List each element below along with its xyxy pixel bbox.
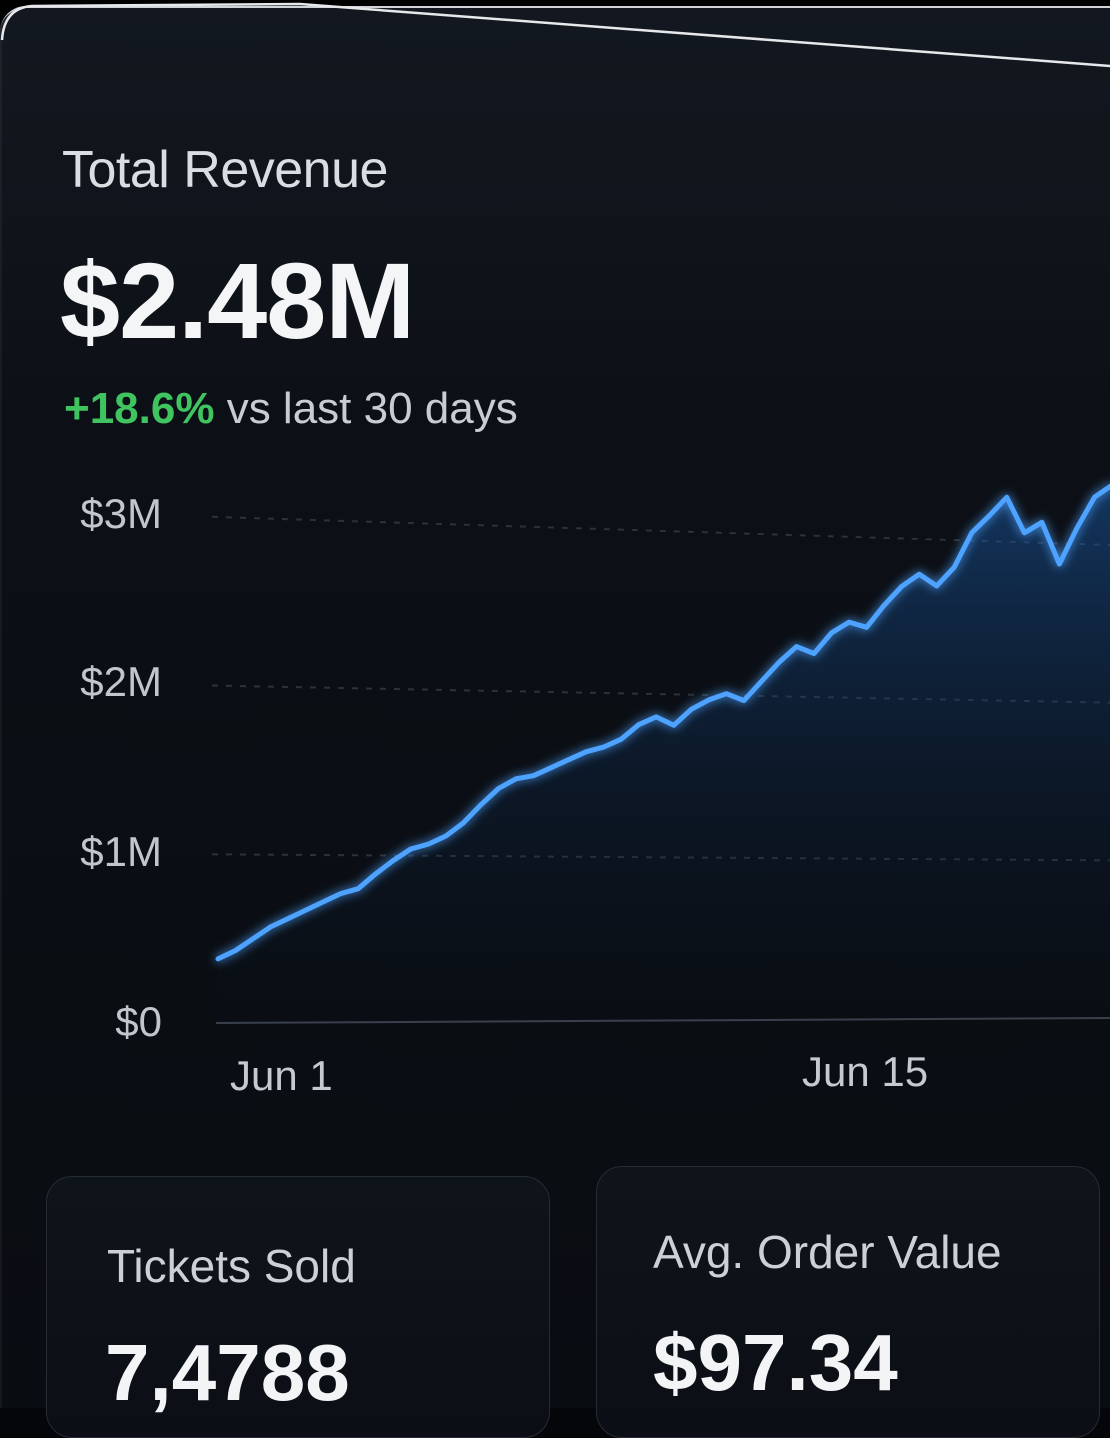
grid-line xyxy=(211,684,1110,704)
stat-label: Avg. Order Value xyxy=(653,1226,1002,1278)
x-tick-label: Jun 15 xyxy=(802,1048,929,1095)
tickets-sold-card[interactable]: Tickets Sold 7,4788 xyxy=(46,1176,550,1438)
total-revenue-value: $2.48M xyxy=(60,240,415,361)
change-row: +18.6% vs last 30 days xyxy=(64,384,518,434)
revenue-area xyxy=(218,486,1110,1023)
stat-label: Tickets Sold xyxy=(107,1240,356,1292)
avg-order-value-card[interactable]: Avg. Order Value $97.34 xyxy=(596,1166,1100,1438)
stat-value: 7,4788 xyxy=(105,1328,350,1417)
y-tick-label: $2M xyxy=(80,658,162,705)
revenue-line xyxy=(215,483,1110,962)
stat-value: $97.34 xyxy=(653,1318,898,1407)
x-tick-label: Jun 1 xyxy=(230,1052,333,1099)
revenue-line-chart xyxy=(211,483,1110,1024)
y-tick-label: $1M xyxy=(80,828,162,875)
card-title: Total Revenue xyxy=(62,141,388,199)
grid-line xyxy=(211,515,1110,546)
y-tick-label: $3M xyxy=(80,490,162,537)
change-suffix: vs last 30 days xyxy=(226,384,518,433)
y-tick-label: $0 xyxy=(115,998,162,1045)
change-percentage: +18.6% xyxy=(64,384,215,433)
